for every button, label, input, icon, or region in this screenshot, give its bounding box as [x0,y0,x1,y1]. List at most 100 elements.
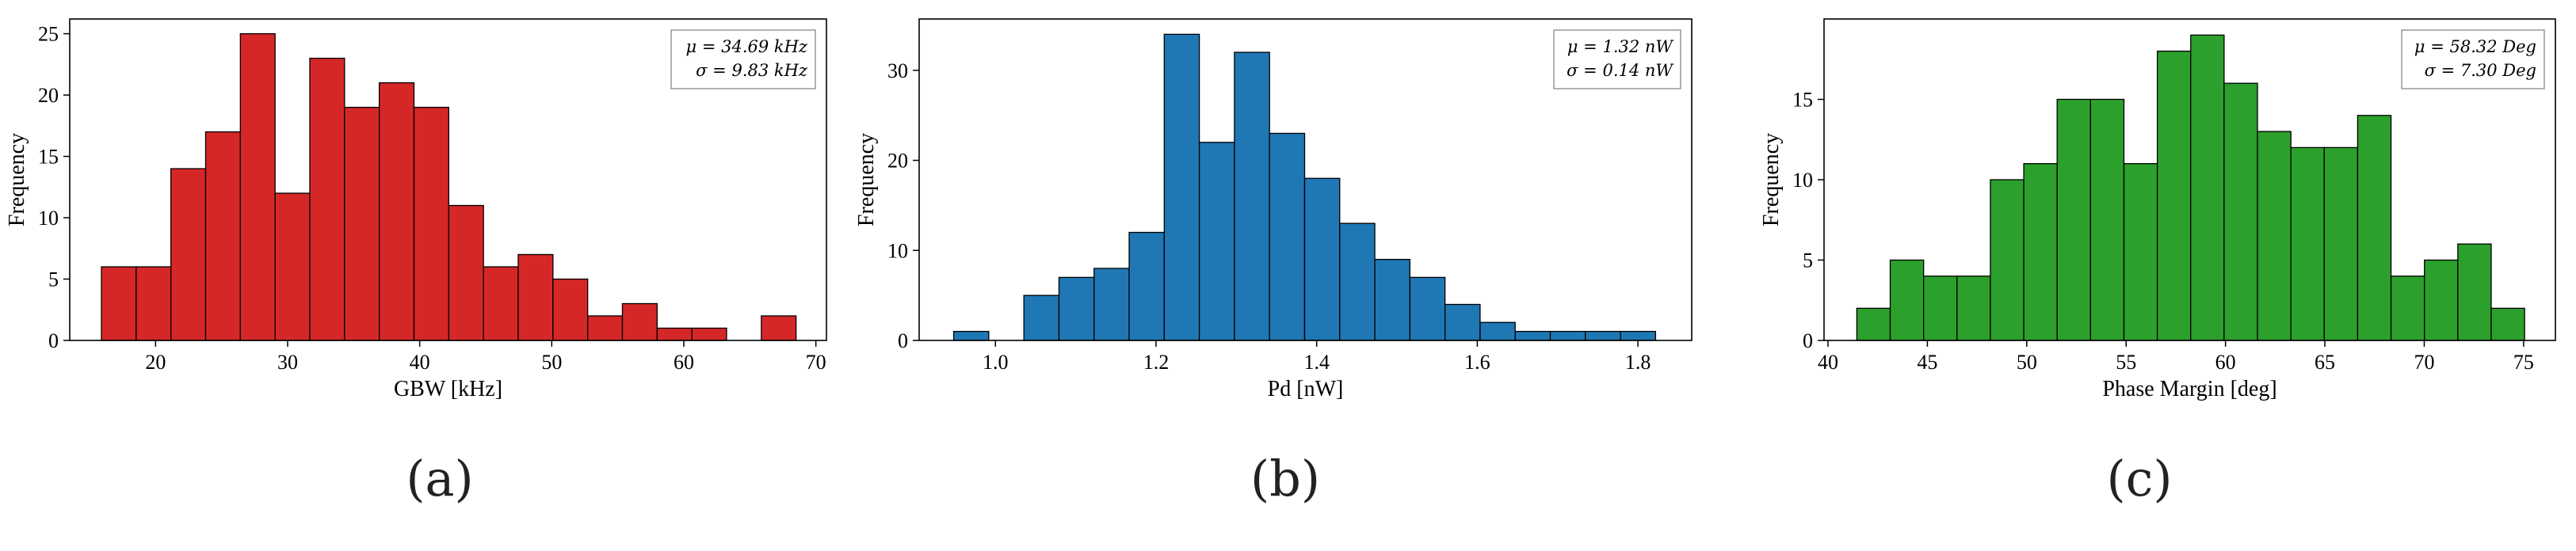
histogram-panel-1: 1.0 1.2 1.4 1.6 1.8 0 10 20 30 Pd [nW] Frequency μ … [854,18,1693,401]
histogram-bar [1163,33,1200,341]
histogram-bar [1956,276,1991,341]
x-tick-label: 20 [145,351,166,374]
histogram-bar [2390,276,2425,341]
histogram-bar [761,315,797,341]
y-tick-label: 0 [48,329,59,352]
histogram-bar [2123,163,2158,341]
stats-std: σ = 9.83 kHz [696,61,808,80]
y-axis-label: Frequency [5,133,29,226]
histogram-bar [1058,276,1095,341]
caption-b: (b) [1250,450,1321,507]
y-tick-label: 20 [887,150,908,173]
stats-mean: μ = 1.32 nW [1567,37,1675,56]
x-axis-label: Phase Margin [deg] [2102,377,2276,401]
x-tick-label: 30 [277,351,298,374]
histogram-bar [274,192,311,341]
histogram-bar [2457,243,2492,341]
histogram-bar [1620,330,1657,341]
histogram-bar [448,204,484,341]
histogram-bar [1549,330,1586,341]
histogram-bar [2023,163,2058,341]
histogram-bar [2089,98,2125,341]
histogram-bar [691,327,727,341]
histogram-bar [2323,146,2359,341]
x-tick-label: 1.8 [1625,351,1651,374]
histogram-bar [1128,231,1165,341]
histogram-bar [2190,34,2225,341]
histogram-bar [517,253,554,341]
y-tick-label: 0 [898,329,908,352]
histogram-bar [1479,321,1516,341]
histogram-bar [1409,276,1446,341]
histogram-bar [1990,179,2025,341]
histogram-bar [204,131,241,341]
y-tick-label: 10 [1792,169,1813,192]
stats-box [1553,29,1681,89]
x-tick-label: 75 [2513,351,2534,374]
histogram-panel-0: 20 30 40 50 60 70 0 5 10 15 20 25 GBW [kHz] Frequency… [5,18,827,401]
histogram-bar [552,278,589,341]
histogram-bar [170,168,207,341]
y-tick-label: 15 [1792,89,1813,112]
histogram-bar [587,315,624,341]
x-tick-label: 70 [2414,351,2434,374]
caption-a: (a) [406,450,474,507]
y-tick-label: 10 [38,207,59,230]
x-tick-label: 1.0 [983,351,1009,374]
stats-box [670,29,816,89]
histogram-bar [2424,259,2459,341]
histogram-bar [2156,50,2192,341]
x-tick-label: 40 [410,351,430,374]
histogram-bar [1269,132,1306,341]
stats-box [2401,29,2545,89]
y-tick-label: 5 [48,268,59,291]
axes-frame [918,18,1693,341]
y-tick-label: 0 [1803,329,1813,352]
histogram-bar [135,266,172,341]
x-tick-label: 60 [2215,351,2236,374]
histogram-bar [309,57,345,341]
stats-mean: μ = 34.69 kHz [686,37,808,56]
x-tick-label: 70 [806,351,826,374]
y-tick-label: 30 [887,59,908,82]
histogram-bar [1514,330,1551,341]
x-tick-label: 60 [674,351,694,374]
histogram-bar [379,82,415,341]
y-tick-label: 15 [38,146,59,169]
y-tick-label: 25 [38,23,59,46]
histogram-bar [656,327,693,341]
stats-std: σ = 7.30 Deg [2425,61,2536,80]
x-tick-label: 45 [1917,351,1937,374]
x-tick-label: 1.6 [1464,351,1490,374]
histogram-bar [2056,98,2091,341]
histogram-bar [621,302,658,341]
histogram-bar [1856,307,1891,341]
histogram-bar [101,266,137,341]
y-axis-label: Frequency [1759,133,1784,226]
histogram-bar [1444,303,1481,341]
x-axis-label: Pd [nW] [1268,377,1344,401]
histogram-bar [2290,146,2325,341]
x-axis-label: GBW [kHz] [394,377,502,401]
x-tick-label: 65 [2315,351,2335,374]
histogram-bar [1303,177,1341,341]
histogram-bar [483,266,519,341]
caption-c: (c) [2106,450,2173,507]
stats-mean: μ = 58.32 Deg [2414,37,2536,56]
histogram-bar [1585,330,1621,341]
y-axis-label: Frequency [854,133,879,226]
histogram-panel-2: 40 45 50 55 60 65 70 75 0 5 10 15 Phase Margin [deg]… [1759,18,2556,401]
y-tick-label: 20 [38,84,59,107]
histogram-bar [2357,115,2392,341]
x-tick-label: 50 [541,351,562,374]
y-tick-label: 5 [1803,249,1813,272]
x-tick-label: 40 [1818,351,1838,374]
histogram-bar [344,106,380,341]
x-tick-label: 1.4 [1303,351,1330,374]
histogram-bar [952,330,990,341]
axes-frame [69,18,827,341]
histogram-bar [1374,258,1411,341]
histogram-bar [1023,294,1060,341]
histogram-bar [1093,268,1130,341]
x-tick-label: 1.2 [1143,351,1170,374]
